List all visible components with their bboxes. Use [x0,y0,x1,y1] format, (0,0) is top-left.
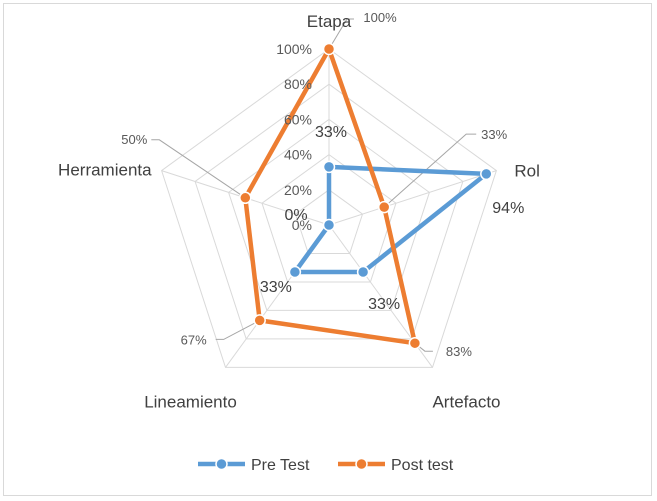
data-label-pre-test-rol: 94% [492,200,524,217]
data-point-post-test-herramienta [239,191,252,205]
data-point-pre-test-etapa [322,160,336,174]
grid-ring [228,118,430,311]
legend-label-post-test: Post test [391,457,454,474]
data-labels: 33% 94% 33% 33% 0% 100% 33% 83% 67% 50% [121,10,524,359]
radial-tick-label: 40% [284,147,312,163]
grid-ring [161,48,497,368]
data-point-pre-test-artefacto [356,265,370,279]
radial-ticks: 0% 20% 40% 60% 80% 100% [276,41,312,233]
radial-tick-label: 20% [284,182,312,198]
series-line-post-test [243,46,418,346]
data-label-post-test-herramienta: 50% [121,132,147,147]
radial-tick-label: 60% [284,111,312,127]
series-layer [239,42,493,350]
series-line-pre-test [292,164,489,275]
data-label-post-test-rol: 33% [481,127,507,142]
data-label-post-test-etapa: 100% [363,10,397,25]
data-label-post-test-artefacto: 83% [446,344,472,359]
data-label-pre-test-artefacto: 33% [368,296,400,313]
grid-ring [261,153,397,283]
legend: Pre Test Post test [198,457,454,474]
legend-swatch-marker-post-test [355,457,368,471]
category-label-lineamiento: Lineamiento [144,392,237,411]
data-point-pre-test-lineamiento [288,265,302,279]
leader-line [151,139,246,199]
category-label-herramienta: Herramienta [58,161,152,180]
radial-tick-label: 0% [292,217,312,233]
grid-ring [194,83,464,340]
data-label-pre-test-herramienta: 0% [284,207,307,224]
leader-line [328,18,354,50]
category-label-artefacto: Artefacto [432,392,500,411]
leader-lines [151,18,477,352]
data-point-post-test-lineamiento [253,314,266,327]
legend-swatch-marker-pre-test [215,457,228,471]
data-point-pre-test-rol [480,167,493,181]
data-point-pre-test-herramienta [322,218,336,232]
category-labels: Etapa Rol Artefacto Lineamiento Herramienta [58,12,540,411]
leader-line [215,319,260,340]
radial-tick-label: 100% [276,41,312,57]
data-label-post-test-lineamiento: 67% [181,332,207,347]
radial-tick-label: 80% [284,76,312,92]
leader-line [383,133,477,208]
data-point-post-test-rol [377,200,391,214]
grid-spoke [328,170,497,226]
data-point-post-test-artefacto [408,336,422,350]
legend-label-pre-test: Pre Test [251,457,310,474]
data-label-pre-test-etapa: 33% [315,124,347,141]
category-label-rol: Rol [514,162,540,181]
data-point-post-test-etapa [322,42,336,56]
data-label-pre-test-lineamiento: 33% [260,279,292,296]
grid-ring [294,189,364,254]
category-label-etapa: Etapa [307,12,352,31]
